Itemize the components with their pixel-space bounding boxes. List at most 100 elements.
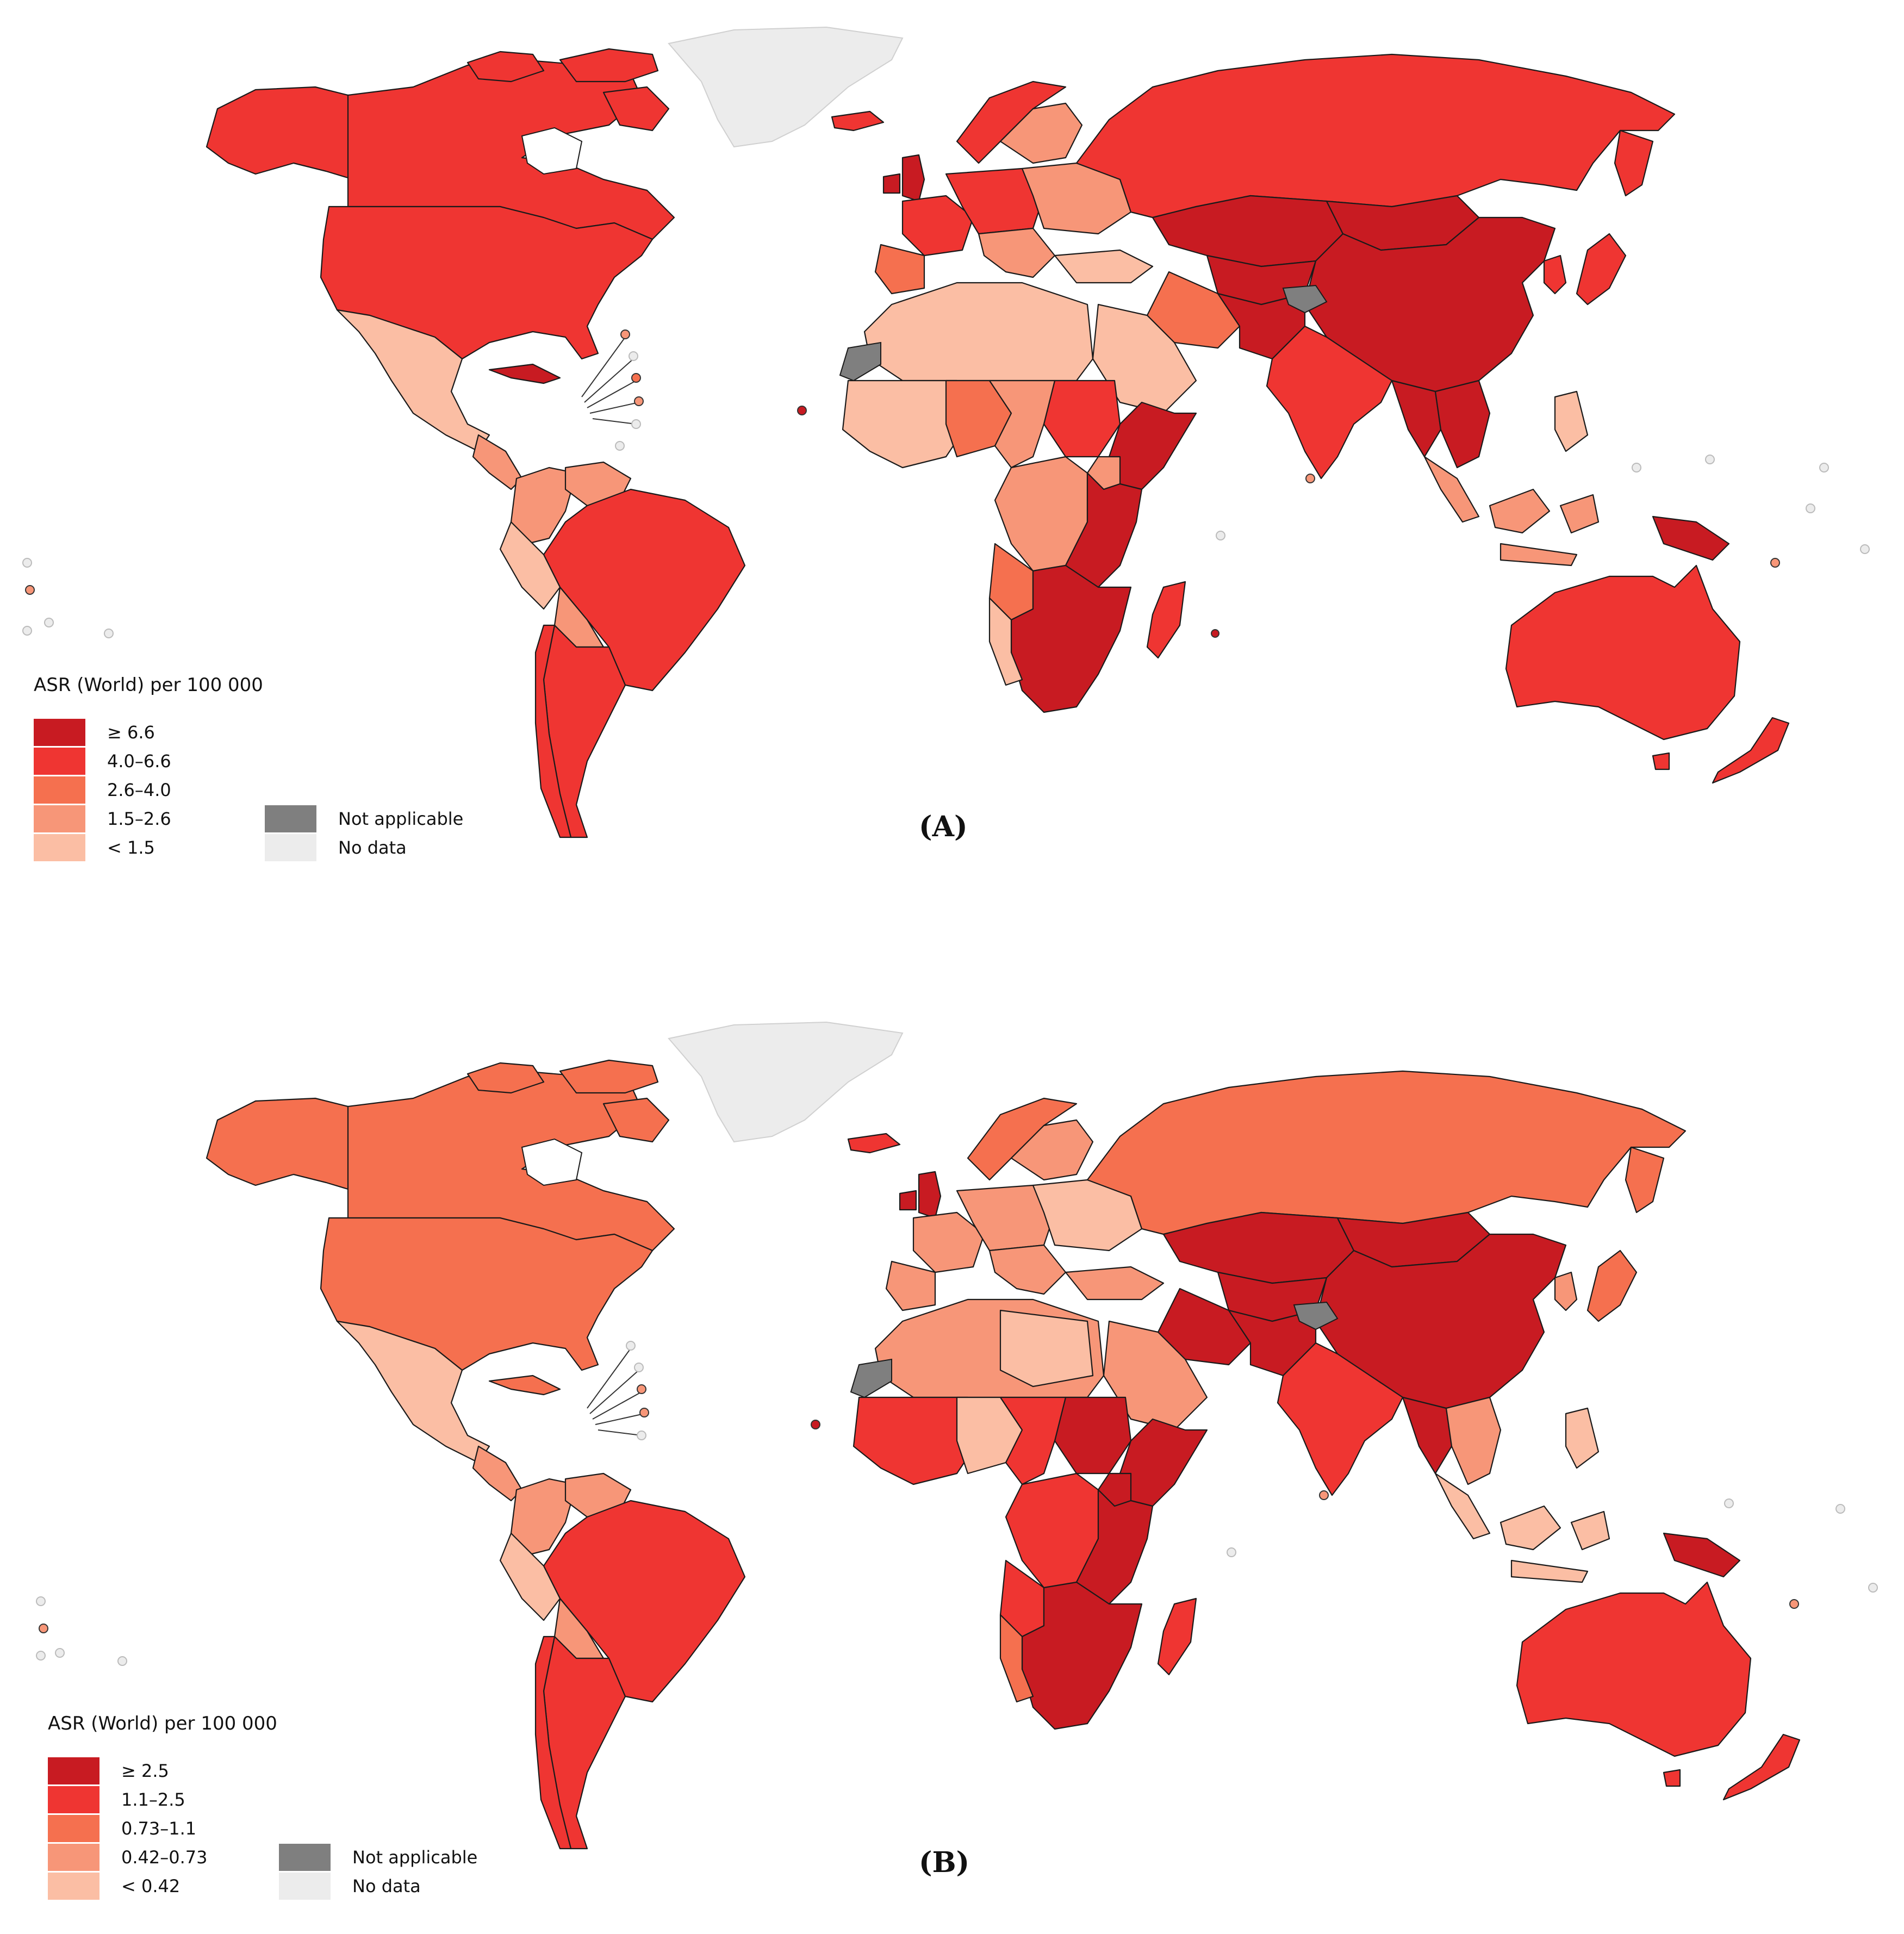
legend-item-no-data: No data [279,1873,421,1900]
panel-label-b: (B) [919,1846,970,1879]
region-horn-africa [1108,401,1197,490]
region-not-applicable-kashmir [1282,284,1328,314]
legend-item: < 0.42 [48,1873,180,1900]
panel-label-a: (A) [919,810,968,843]
legend-label: 4.0–6.6 [107,751,171,772]
legend-swatch [34,719,85,746]
legend-label: < 1.5 [107,837,155,858]
legend-label: 0.73–1.1 [121,1818,197,1839]
region-greenland [668,1021,904,1143]
legend-item: 4.0–6.6 [34,748,171,775]
region-libya-egypt [999,1309,1094,1388]
legend-item: ≥ 6.6 [34,719,155,746]
legend-title: ASR (World) per 100 000 [48,1713,277,1734]
region-namibia [999,1614,1034,1703]
map-panel-a: ASR (World) per 100 000 ≥ 6.6 4.0–6.6 2.… [0,0,1904,924]
legend-label: ≥ 6.6 [107,722,155,743]
region-india [1266,325,1393,480]
region-indonesia-3 [1499,543,1578,567]
region-hudson-bay [521,1138,583,1186]
region-arabia [1092,303,1197,414]
region-central-america [472,1445,523,1502]
legend-swatch [265,805,316,832]
region-madagascar [1157,1597,1197,1676]
world-map-b [36,1021,1878,1850]
region-madagascar [1146,581,1186,659]
region-ireland [882,173,901,194]
region-arctic-islands-2 [559,48,659,83]
region-east-africa [1075,1489,1154,1605]
legend-swatch [48,1786,99,1813]
region-indonesia-2 [1559,494,1600,534]
region-indochina [1434,380,1491,469]
legend-label: No data [352,1876,421,1896]
region-horn-africa [1119,1418,1208,1507]
region-cuba [488,1375,561,1396]
legend-swatch [34,834,85,861]
legend-swatch [34,805,85,832]
region-indochina [1445,1396,1502,1485]
region-namibia [988,597,1023,686]
region-sudan [1054,1396,1132,1475]
region-chad-niger [999,1396,1067,1485]
legend-swatch [279,1844,331,1871]
region-central-america [472,434,523,490]
region-greenland [668,26,904,148]
region-sweden-finland [999,102,1083,164]
legend-item: < 1.5 [34,834,155,861]
region-cuba [488,363,561,384]
legend-item: 1.5–2.6 [34,805,171,832]
legend-item: 2.6–4.0 [34,776,171,804]
region-australia [1505,564,1741,741]
region-iceland [831,110,885,132]
legend-a: ASR (World) per 100 000 ≥ 6.6 4.0–6.6 2.… [34,674,523,875]
region-west-africa [842,380,969,469]
legend-label: ≥ 2.5 [121,1761,169,1781]
legend-label: Not applicable [352,1847,478,1868]
legend-label: Not applicable [338,809,464,829]
region-norway [956,80,1067,164]
region-india [1277,1342,1404,1496]
region-west-africa [853,1396,980,1485]
region-myanmar [1402,1396,1453,1475]
region-chile [534,624,572,838]
region-tasmania [1663,1769,1681,1787]
region-kamchatka [1614,129,1654,197]
region-norway [967,1097,1078,1181]
legend-label: 2.6–4.0 [107,780,171,800]
legend-label: No data [338,837,407,858]
region-iceland [847,1133,901,1154]
legend-item: 1.1–2.5 [48,1786,185,1813]
legend-label: 1.5–2.6 [107,809,171,829]
legend-swatch [34,748,85,775]
region-new-zealand [1712,717,1790,784]
legend-swatch [34,776,85,804]
region-russia [1075,53,1676,219]
legend-b: ASR (World) per 100 000 ≥ 2.5 1.1–2.5 0.… [48,1713,537,1925]
caribbean-callouts [587,1341,649,1440]
legend-label: 1.1–2.5 [121,1789,185,1810]
region-turkey [1054,249,1154,284]
region-france [901,195,974,257]
region-alaska [206,1097,354,1192]
region-russia [1086,1070,1687,1235]
region-iberia [885,1260,936,1311]
region-malay [1423,456,1480,523]
region-japan [1576,233,1627,306]
legend-swatch [48,1844,99,1871]
region-new-zealand [1722,1733,1801,1801]
legend-item: 0.42–0.73 [48,1844,208,1871]
region-philippines [1554,390,1589,452]
legend-swatch [48,1873,99,1900]
region-arabia [1103,1320,1208,1431]
region-italy-balkans [978,227,1056,278]
region-not-applicable-sahara [850,1358,892,1398]
region-korea [1543,254,1567,295]
legend-item-no-data: No data [265,834,407,861]
region-ireland [899,1190,917,1211]
region-not-applicable-sahara [839,341,881,382]
region-mexico [336,309,490,452]
region-italy-balkans [988,1244,1067,1295]
region-indonesia-3 [1510,1559,1589,1583]
region-chile [534,1635,572,1850]
